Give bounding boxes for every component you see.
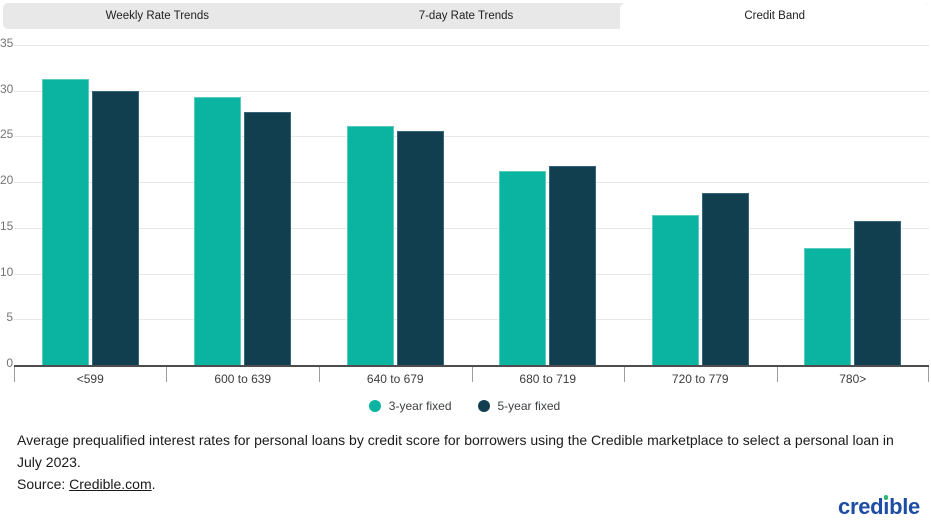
- y-axis-label-35: 35: [0, 36, 14, 50]
- bar-group-5: [624, 45, 777, 365]
- logo-text: ble: [889, 494, 920, 519]
- credit-band-chart: 0 5 10 15 20 25 30 35 <599 600 to 639 640 to 679 6…: [0, 37, 929, 413]
- plot-area-wrapper: 0 5 10 15 20 25 30 35: [0, 37, 929, 370]
- x-axis-tick: [623, 367, 625, 382]
- y-axis-label-5: 5: [6, 310, 13, 325]
- bar-5-year-fixed-600-to-639[interactable]: [244, 111, 292, 365]
- x-axis-label-3: 640 to 679: [366, 372, 424, 386]
- bar-5-year-fixed-680-to-719[interactable]: [549, 165, 597, 365]
- bar-3-year-fixed-<599[interactable]: [41, 78, 89, 365]
- legend-item-3-year-fixed: 3-year fixed: [368, 399, 452, 413]
- tab-7-day-rate-trends[interactable]: 7-day Rate Trends: [418, 10, 514, 22]
- gridline-15: [14, 227, 929, 229]
- legend: 3-year fixed 5-year fixed: [0, 399, 929, 413]
- gridline-5: [14, 319, 929, 321]
- gridline-35: [14, 45, 929, 46]
- bar-5-year-fixed-640-to-679[interactable]: [396, 130, 444, 365]
- x-axis-tick: [166, 367, 168, 382]
- y-axis-label-25: 25: [0, 127, 14, 142]
- y-axis-label-30: 30: [0, 81, 14, 96]
- x-axis-label-5: 720 to 779: [671, 372, 729, 386]
- bar-3-year-fixed-600-to-639[interactable]: [194, 97, 242, 365]
- bar-3-year-fixed-680-to-719[interactable]: [499, 171, 547, 365]
- y-axis-label-10: 10: [0, 264, 14, 279]
- gridline-20: [14, 182, 929, 184]
- bar-group-2: [167, 45, 320, 365]
- gridline-30: [14, 90, 929, 92]
- plot-area: [14, 45, 929, 367]
- bar-5-year-fixed-780>[interactable]: [854, 220, 902, 365]
- bar-group-4: [472, 45, 625, 365]
- source-prefix: Source:: [17, 476, 70, 492]
- gridline-25: [14, 136, 929, 138]
- bar-group-3: [319, 45, 472, 365]
- gridline-10: [14, 273, 929, 275]
- x-axis-tick: [318, 367, 320, 382]
- x-axis-label-1: <599: [76, 372, 104, 386]
- y-axis-label-0: 0: [6, 356, 13, 370]
- bar-group-6: [777, 45, 930, 365]
- credible-logo: credıble: [838, 494, 920, 520]
- tab-weekly-rate-trends[interactable]: Weekly Rate Trends: [105, 10, 209, 22]
- x-axis-tick: [14, 367, 15, 382]
- source-link[interactable]: Credible.com: [69, 476, 152, 492]
- x-axis-label-6: 780>: [839, 372, 867, 386]
- x-axis-label-4: 680 to 719: [519, 372, 577, 386]
- y-axis-label-15: 15: [0, 218, 14, 233]
- bar-5-year-fixed-<599[interactable]: [91, 90, 139, 365]
- chart-caption: Average prequalified interest rates for …: [17, 429, 915, 495]
- legend-swatch-icon: [368, 400, 381, 412]
- legend-label: 3-year fixed: [388, 399, 452, 413]
- tab-credit-band[interactable]: Credit Band: [620, 3, 930, 29]
- x-axis-tick: [776, 367, 778, 382]
- logo-text: cred: [838, 494, 884, 519]
- bar-3-year-fixed-640-to-679[interactable]: [346, 126, 394, 365]
- caption-source: Source: Credible.com.: [17, 473, 915, 495]
- source-suffix: .: [151, 476, 156, 492]
- x-axis-label-2: 600 to 639: [214, 372, 272, 386]
- bar-3-year-fixed-780>[interactable]: [804, 247, 852, 365]
- x-axis-tick: [471, 367, 473, 382]
- y-axis-label-20: 20: [0, 173, 14, 188]
- caption-text: Average prequalified interest rates for …: [17, 432, 894, 470]
- bar-3-year-fixed-720-to-779[interactable]: [651, 215, 699, 365]
- bar-group-1: [14, 45, 167, 365]
- bar-5-year-fixed-720-to-779[interactable]: [701, 193, 749, 365]
- x-axis: <599 600 to 639 640 to 679 680 to 719 720 to…: [14, 367, 929, 388]
- x-axis-tick: [928, 367, 929, 382]
- legend-item-5-year-fixed: 5-year fixed: [477, 399, 561, 413]
- logo-i-dot-icon: ı: [883, 494, 890, 519]
- legend-swatch-icon: [477, 400, 490, 412]
- tab-bar: Weekly Rate Trends 7-day Rate Trends Credi…: [3, 3, 930, 29]
- legend-label: 5-year fixed: [497, 399, 561, 413]
